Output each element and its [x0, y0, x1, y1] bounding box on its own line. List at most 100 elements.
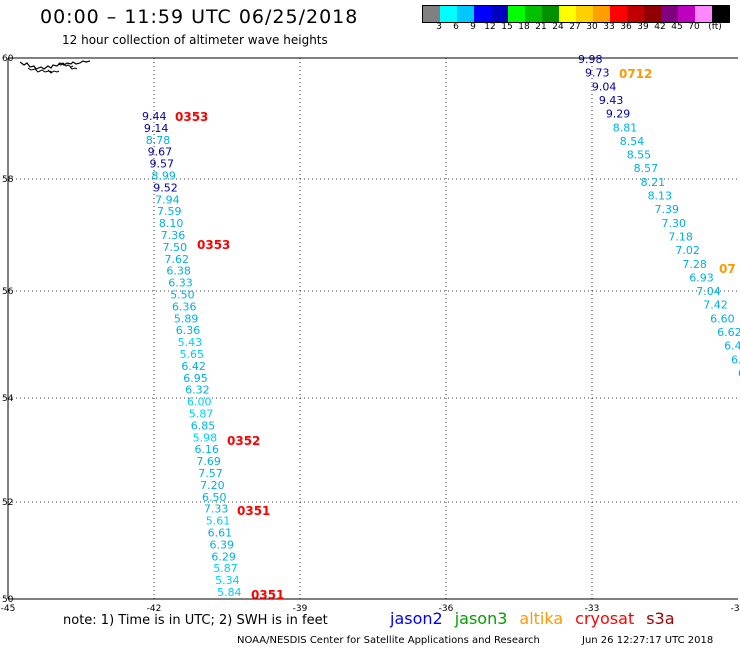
pass-time-label: 0351	[251, 588, 284, 602]
axis-labels: -45-42-39-36-33-30605856545250	[1, 54, 740, 614]
legend-label: 30	[586, 22, 598, 32]
wave-height-value: 9.98	[578, 53, 603, 66]
wave-height-value: 6.33	[168, 277, 193, 290]
wave-height-value: 6.60	[710, 312, 735, 325]
wave-height-value: 6.36	[172, 300, 197, 313]
wave-height-value: 8.99	[151, 170, 176, 183]
wave-height-value: 6.16	[195, 443, 220, 456]
wave-height-value: 9.29	[606, 108, 631, 121]
latitude-label: 52	[2, 498, 13, 508]
legend-label: 12	[484, 22, 496, 32]
wave-height-value: 7.39	[655, 203, 680, 216]
wave-height-value: 5.43	[178, 336, 203, 349]
footer-note: note: 1) Time is in UTC; 2) SWH is in fe…	[63, 613, 328, 628]
wave-height-value: 6.32	[185, 384, 210, 397]
generation-timestamp: Jun 26 12:27:17 UTC 2018	[582, 635, 714, 646]
wave-height-value: 6.95	[183, 372, 208, 385]
pass-time-label: 07	[719, 262, 736, 276]
wave-height-value: 8.81	[613, 121, 638, 134]
mission-altika: altika	[519, 609, 564, 628]
wave-height-value: 7.36	[161, 229, 186, 242]
legend-label: 6	[453, 22, 459, 32]
latitude-label: 50	[2, 595, 14, 605]
color-legend-bar	[422, 5, 730, 23]
legend-swatch	[440, 6, 457, 22]
legend-swatch	[474, 6, 491, 22]
legend-swatch	[610, 6, 627, 22]
page-title: 00:00 – 11:59 UTC 06/25/2018	[40, 6, 359, 28]
wave-height-value: 8.21	[641, 176, 666, 189]
page-subtitle: 12 hour collection of altimeter wave hei…	[62, 33, 328, 47]
wave-height-value: 7.62	[165, 253, 190, 266]
wave-height-value: 5.89	[174, 312, 199, 325]
legend-label: 21	[535, 22, 547, 32]
wave-height-value: 6.50	[202, 491, 227, 504]
legend-swatch	[593, 6, 610, 22]
legend-swatch	[627, 6, 644, 22]
wave-height-value: 8.57	[634, 162, 659, 175]
wave-height-value: 6.00	[187, 396, 212, 409]
mission-jason3: jason3	[454, 609, 508, 628]
wave-height-value: 6.	[731, 353, 740, 366]
wave-height-value: 5.87	[189, 408, 214, 421]
wave-height-value: 8.10	[159, 217, 184, 230]
legend-label: 3	[436, 22, 442, 32]
wave-height-value: 5.50	[170, 289, 195, 302]
legend-label: 39	[637, 22, 649, 32]
wave-height-value: 5.65	[180, 348, 205, 361]
legend-label: 24	[552, 22, 564, 32]
wave-height-value: 9.14	[144, 122, 169, 135]
legend-swatch	[712, 6, 729, 22]
legend-swatch	[457, 6, 474, 22]
wave-height-value: 7.50	[163, 241, 188, 254]
legend-swatch	[542, 6, 559, 22]
wave-height-value: 5.61	[206, 515, 231, 528]
legend-swatch	[644, 6, 661, 22]
wave-height-value: 8.78	[146, 134, 171, 147]
wave-height-value: 9.52	[153, 181, 178, 194]
pass-time-label: 0351	[237, 504, 270, 518]
wave-height-value: 7.30	[661, 217, 686, 230]
legend-swatch	[508, 6, 525, 22]
latitude-label: 60	[2, 54, 14, 64]
track-east: 9.989.739.049.439.298.818.548.558.578.21…	[578, 53, 740, 380]
legend-label: 18	[518, 22, 530, 32]
wave-height-value: 9.04	[592, 80, 617, 93]
wave-height-value: 7.59	[157, 205, 182, 218]
wave-height-value: 6.93	[689, 271, 714, 284]
longitude-label: -45	[1, 604, 16, 614]
legend-swatch	[525, 6, 542, 22]
mission-cryosat: cryosat	[575, 609, 635, 628]
wave-height-value: 6.42	[181, 360, 206, 373]
latitude-label: 56	[2, 287, 14, 297]
legend-label: 9	[470, 22, 476, 32]
wave-height-value: 6.36	[176, 324, 201, 337]
wave-height-value: 7.04	[696, 285, 721, 298]
latitude-label: 58	[2, 175, 14, 185]
latitude-label: 54	[2, 394, 14, 404]
wave-height-value: 7.28	[682, 258, 707, 271]
wave-height-value: 7.57	[198, 467, 223, 480]
longitude-label: -30	[731, 604, 740, 614]
wave-height-value: 7.94	[155, 193, 180, 206]
wave-height-value: 8.54	[620, 135, 645, 148]
legend-swatch	[423, 6, 440, 22]
mission-s3a: s3a	[646, 609, 675, 628]
legend-swatch	[559, 6, 576, 22]
wave-height-value: 6.39	[210, 538, 235, 551]
wave-height-value: 7.18	[668, 230, 693, 243]
track-west: 9.449.148.789.679.578.999.527.947.598.10…	[142, 110, 242, 599]
wave-height-value: 9.57	[150, 158, 175, 171]
wave-height-value: 9.43	[599, 94, 624, 107]
legend-label: (ft)	[708, 22, 722, 32]
legend-swatch	[661, 6, 678, 22]
pass-time-label: 0353	[197, 238, 230, 252]
legend-label: 36	[620, 22, 632, 32]
pass-time-label: 0353	[175, 110, 208, 124]
coastline	[19, 60, 91, 74]
pass-time-label: 0352	[227, 434, 260, 448]
pass-time-label: 0712	[619, 67, 652, 81]
wave-height-value: 6.61	[208, 527, 233, 540]
mission-legend: jason2 jason3 altika cryosat s3a	[390, 609, 687, 628]
